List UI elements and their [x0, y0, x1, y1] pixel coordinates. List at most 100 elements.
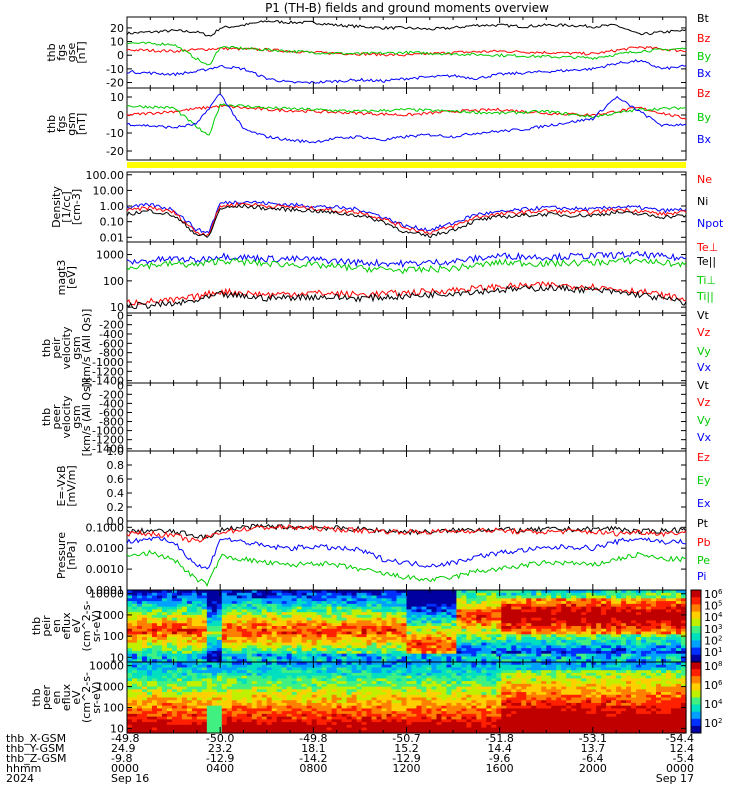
- heat-cell: [401, 637, 408, 641]
- heat-cell: [596, 623, 602, 627]
- heat-cell: [381, 678, 388, 682]
- plot-frame: [126, 450, 687, 522]
- heat-cell: [446, 656, 453, 660]
- heat-cell: [256, 595, 263, 599]
- heat-cell: [156, 686, 163, 690]
- heat-cell: [166, 672, 173, 677]
- heat-cell: [406, 606, 413, 610]
- y-tick-label: 0: [117, 49, 124, 62]
- heat-cell: [226, 692, 233, 696]
- heat-cell: [176, 727, 183, 731]
- heat-cell: [131, 592, 138, 597]
- heat-cell: [396, 623, 403, 627]
- heat-cell: [366, 614, 373, 619]
- heat-cell: [281, 719, 288, 723]
- heat-cell: [251, 598, 258, 602]
- heat-cell: [386, 612, 393, 616]
- heat-cell: [536, 656, 542, 660]
- heat-cell: [466, 603, 472, 608]
- heat-cell: [281, 711, 288, 715]
- y-tick-label: 1.0: [107, 445, 125, 458]
- heat-cell: [151, 603, 158, 608]
- heat-cell: [601, 617, 607, 622]
- heat-cell: [471, 598, 477, 602]
- heat-cell: [471, 614, 477, 619]
- heat-cell: [381, 727, 388, 731]
- heat-cell: [411, 639, 418, 644]
- heat-cell: [611, 623, 617, 627]
- heat-cell: [301, 592, 308, 597]
- heat-cell: [146, 653, 153, 658]
- heat-cell: [136, 672, 143, 677]
- heat-cell: [631, 592, 637, 597]
- heat-cell: [651, 620, 657, 624]
- heat-cell: [181, 719, 188, 723]
- heat-cell: [286, 697, 293, 701]
- heat-cell: [631, 645, 637, 649]
- heat-cell: [506, 656, 512, 660]
- heat-cell: [506, 650, 512, 655]
- heat-cell: [386, 626, 393, 630]
- heat-cell: [211, 730, 218, 734]
- heat-cell: [651, 601, 657, 605]
- heat-cell: [196, 656, 203, 660]
- heat-cell: [351, 702, 358, 707]
- heat-cell: [656, 656, 662, 660]
- heat-cell: [541, 639, 547, 644]
- heat-cell: [616, 637, 622, 641]
- heat-cell: [166, 592, 173, 597]
- heat-cell: [276, 592, 283, 597]
- heat-cell: [171, 659, 178, 663]
- heat-cell: [626, 620, 632, 624]
- heat-cell: [226, 719, 233, 723]
- heat-cell: [371, 730, 378, 734]
- y-tick-label: 0.0010: [86, 563, 125, 576]
- heat-cell: [136, 727, 143, 731]
- heat-cell: [371, 686, 378, 690]
- y-axis-label: magt3: [55, 260, 68, 296]
- heat-cell: [476, 614, 482, 619]
- heat-cell: [156, 705, 163, 710]
- heat-cell: [296, 681, 303, 685]
- heat-cell: [211, 713, 218, 718]
- heat-cell: [146, 628, 153, 633]
- heat-cell: [301, 662, 308, 666]
- heat-cell: [331, 650, 338, 655]
- heat-cell: [616, 656, 622, 660]
- heat-cell: [271, 620, 278, 624]
- heat-cell: [621, 590, 627, 594]
- heat-cell: [576, 617, 582, 622]
- heat-cell: [456, 637, 462, 641]
- heat-cell: [266, 705, 273, 710]
- heat-cell: [331, 716, 338, 720]
- y-tick-label: 100.00: [86, 169, 125, 182]
- heat-cell: [641, 609, 647, 613]
- heat-cell: [611, 653, 617, 658]
- heat-cell: [326, 601, 333, 605]
- heat-cell: [301, 716, 308, 720]
- heat-cell: [511, 603, 517, 608]
- heat-cell: [206, 659, 213, 663]
- heat-cell: [127, 667, 133, 671]
- heat-cell: [396, 609, 403, 613]
- heat-cell: [127, 711, 133, 715]
- heat-cell: [236, 686, 243, 690]
- heat-cell: [536, 637, 542, 641]
- heat-cell: [561, 634, 567, 638]
- heat-cell: [196, 662, 203, 666]
- heat-cell: [151, 620, 158, 624]
- heat-cell: [501, 637, 507, 641]
- heat-cell: [206, 648, 213, 652]
- heat-cell: [486, 603, 492, 608]
- heat-cell: [201, 705, 208, 710]
- heat-cell: [201, 697, 208, 701]
- heat-cell: [486, 623, 492, 627]
- heat-cell: [186, 609, 193, 613]
- heat-cell: [351, 614, 358, 619]
- heat-cell: [356, 705, 363, 710]
- heat-cell: [256, 592, 263, 597]
- heat-cell: [391, 603, 398, 608]
- heat-cell: [286, 601, 293, 605]
- heat-cell: [391, 614, 398, 619]
- heat-cell: [201, 702, 208, 707]
